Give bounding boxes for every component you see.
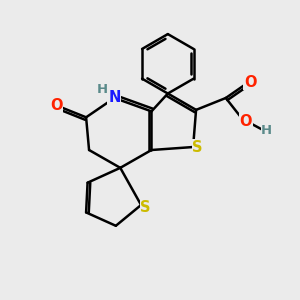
Text: S: S <box>192 140 203 154</box>
Text: H: H <box>96 83 107 96</box>
Text: O: O <box>244 75 257 90</box>
Text: O: O <box>239 114 252 129</box>
Text: O: O <box>50 98 63 113</box>
Text: N: N <box>108 91 121 106</box>
Text: H: H <box>261 124 272 137</box>
Text: S: S <box>140 200 151 215</box>
